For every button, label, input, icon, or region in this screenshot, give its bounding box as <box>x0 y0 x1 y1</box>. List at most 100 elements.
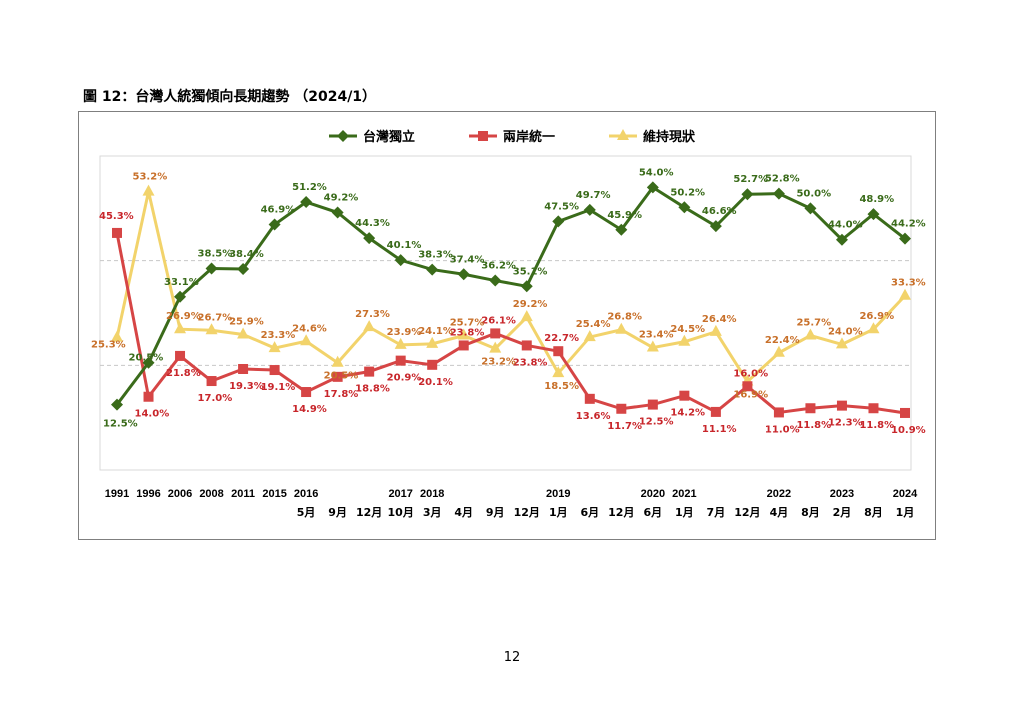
x-tick-year: 2022 <box>767 488 791 500</box>
x-tick-year: 2018 <box>420 488 444 500</box>
x-tick-month: 12月 <box>734 506 760 519</box>
legend-label: 台灣獨立 <box>363 129 415 145</box>
diamond-marker <box>520 280 533 293</box>
data-label: 49.7% <box>576 190 611 201</box>
data-label: 46.6% <box>702 206 737 217</box>
data-label: 23.8% <box>513 357 548 368</box>
x-tick-month: 8月 <box>801 506 820 519</box>
data-label: 24.6% <box>292 323 327 334</box>
data-label: 10.9% <box>891 425 926 436</box>
x-tick-month: 5月 <box>297 506 316 519</box>
square-marker <box>679 390 690 401</box>
square-marker <box>332 371 343 382</box>
data-label: 50.2% <box>670 187 705 198</box>
triangle-marker <box>615 322 628 334</box>
data-label: 45.9% <box>607 210 642 221</box>
series-line-2 <box>115 191 907 384</box>
square-marker <box>616 403 627 414</box>
x-tick-month: 6月 <box>644 506 663 519</box>
square-marker <box>458 340 469 351</box>
data-label: 26.4% <box>702 314 737 325</box>
data-label: 38.5% <box>198 249 233 260</box>
legend-label: 維持現狀 <box>643 129 696 145</box>
triangle-marker <box>678 334 691 346</box>
x-tick-year: 2024 <box>893 488 918 500</box>
triangle-marker <box>835 337 848 349</box>
diamond-marker <box>457 268 470 281</box>
data-label: 16.0% <box>733 368 768 379</box>
square-marker <box>175 350 186 361</box>
x-tick-month: 12月 <box>514 506 540 519</box>
diamond-marker <box>205 262 218 275</box>
data-label: 18.8% <box>355 384 390 395</box>
square-marker <box>836 400 847 411</box>
triangle-marker <box>520 310 533 322</box>
square-marker <box>742 381 753 392</box>
legend-label: 兩岸統一 <box>503 129 555 145</box>
data-label: 11.7% <box>607 421 642 432</box>
diamond-marker <box>678 201 691 214</box>
square-marker <box>206 376 217 387</box>
diamond-marker <box>804 202 817 215</box>
square-marker <box>143 391 154 402</box>
diamond-marker <box>174 290 187 303</box>
data-label: 21.8% <box>166 368 201 379</box>
data-label: 11.1% <box>702 424 737 435</box>
x-tick-month: 4月 <box>454 506 473 519</box>
data-label: 52.8% <box>765 174 800 185</box>
legend-marker <box>337 130 349 142</box>
data-label: 23.3% <box>261 330 296 341</box>
data-label: 14.0% <box>135 409 170 420</box>
square-marker <box>112 227 122 238</box>
data-label: 25.4% <box>576 319 611 330</box>
data-label: 18.5% <box>544 381 579 392</box>
data-label: 19.1% <box>261 382 296 393</box>
diamond-marker <box>331 206 344 219</box>
data-label: 26.7% <box>198 312 233 323</box>
data-label: 20.9% <box>387 373 422 384</box>
diamond-marker <box>835 233 848 246</box>
square-marker <box>427 359 438 370</box>
data-label: 46.9% <box>261 205 296 216</box>
figure-title: 圖 12：台灣人統獨傾向長期趨勢 （2024/1） <box>83 89 377 105</box>
x-tick-month: 1月 <box>549 506 568 519</box>
data-label: 24.5% <box>670 324 705 335</box>
x-tick-year: 1991 <box>105 488 129 500</box>
x-tick-year: 2016 <box>294 488 318 500</box>
data-label: 27.3% <box>355 309 390 320</box>
legend-item: 維持現狀 <box>609 129 696 145</box>
data-label: 23.9% <box>387 327 422 338</box>
x-tick-month: 12月 <box>608 506 634 519</box>
page-number: 12 <box>503 650 521 665</box>
diamond-marker <box>899 232 911 245</box>
data-label: 22.4% <box>765 335 800 346</box>
data-label: 17.8% <box>324 389 359 400</box>
square-marker <box>364 366 375 377</box>
x-tick-year: 2021 <box>672 488 696 500</box>
x-tick-year: 2015 <box>262 488 286 500</box>
x-tick-month: 4月 <box>770 506 789 519</box>
data-label: 25.7% <box>796 318 831 329</box>
data-label: 11.8% <box>859 420 894 431</box>
data-label: 11.8% <box>796 420 831 431</box>
data-label: 48.9% <box>859 194 894 205</box>
data-label: 23.4% <box>639 330 674 341</box>
data-label: 53.2% <box>133 172 168 183</box>
triangle-marker <box>394 337 407 349</box>
triangle-marker <box>552 366 565 378</box>
triangle-marker <box>363 320 376 332</box>
x-tick-year: 1996 <box>136 488 160 500</box>
x-tick-year: 2008 <box>199 488 223 500</box>
x-tick-month: 9月 <box>486 506 505 519</box>
data-label: 12.5% <box>103 419 138 430</box>
square-marker <box>584 393 595 404</box>
legend-marker <box>478 131 488 141</box>
data-label: 26.9% <box>859 311 894 322</box>
x-tick-month: 1月 <box>896 506 915 519</box>
triangle-marker <box>174 322 187 334</box>
data-label: 16.9% <box>733 390 768 401</box>
data-label: 38.4% <box>229 249 264 260</box>
legend-marker <box>617 129 629 140</box>
triangle-marker <box>646 340 659 352</box>
data-label: 37.4% <box>450 254 485 265</box>
